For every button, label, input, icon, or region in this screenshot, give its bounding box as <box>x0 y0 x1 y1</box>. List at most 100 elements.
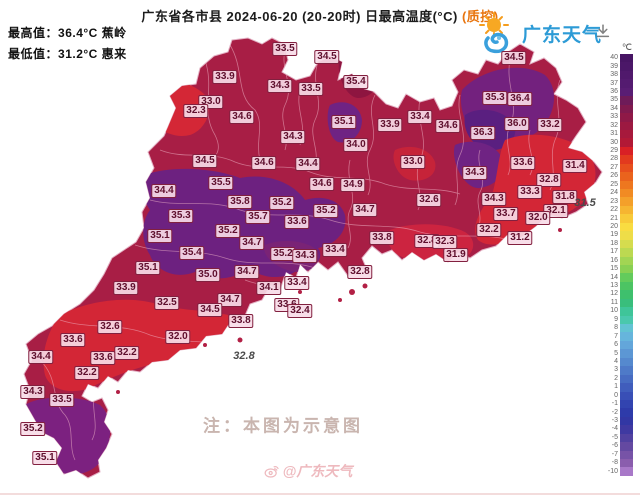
scale-tick: 24 <box>598 189 634 198</box>
temp-label: 36.3 <box>470 126 496 140</box>
temp-label: 33.9 <box>377 118 403 132</box>
scale-tick: 7 <box>598 332 634 341</box>
temp-label: 33.4 <box>322 243 348 257</box>
temp-label: 33.3 <box>517 185 543 199</box>
scale-tick: -1 <box>598 399 634 409</box>
islands <box>116 228 562 394</box>
scale-tick: 16 <box>598 256 634 265</box>
temp-label: 34.7 <box>239 236 265 250</box>
scale-tick: 4 <box>598 357 634 367</box>
temp-label: 34.4 <box>295 157 321 171</box>
temp-label: 34.7 <box>217 293 243 307</box>
temp-label: 34.3 <box>481 192 507 206</box>
temp-label: 32.6 <box>416 193 442 207</box>
scale-tick: 28 <box>598 155 634 164</box>
temp-label: 32.8 <box>347 265 373 279</box>
temp-label: 33.9 <box>113 281 139 295</box>
temp-label: 33.6 <box>510 156 536 170</box>
temp-label: 31.8 <box>552 190 578 204</box>
temp-label: 34.1 <box>256 281 282 295</box>
scale-tick: 14 <box>598 273 634 282</box>
temp-label: 33.2 <box>537 118 563 132</box>
temp-label: 35.1 <box>135 261 161 275</box>
temp-label: 32.0 <box>525 211 551 225</box>
temp-label: 35.7 <box>245 210 271 224</box>
temp-label: 31.9 <box>443 248 469 262</box>
temp-label: 36.4 <box>507 92 533 106</box>
temp-label: 34.9 <box>340 178 366 192</box>
sun-cloud-logo-icon <box>479 12 509 54</box>
scale-tick: 36 <box>598 87 634 97</box>
temp-annotation: 32.8 <box>233 350 255 362</box>
temp-label: 34.7 <box>234 265 260 279</box>
temp-label: 33.8 <box>228 314 254 328</box>
brand-logo: 广东天气 <box>478 12 602 54</box>
scale-tick: -8 <box>598 459 634 468</box>
scale-tick: 34 <box>598 104 634 114</box>
temp-label: 34.5 <box>314 50 340 64</box>
scale-tick: 37 <box>598 79 634 88</box>
temp-label: 33.7 <box>493 207 519 221</box>
download-icon[interactable] <box>596 24 610 38</box>
scale-tick: 11 <box>598 298 634 308</box>
temp-label: 32.3 <box>432 235 458 249</box>
scale-tick: 35 <box>598 96 634 105</box>
temp-label: 35.8 <box>227 195 253 209</box>
scale-tick: -10 <box>598 467 634 476</box>
min-value-stat: 最低值：31.2°C 惠来 <box>8 45 127 62</box>
temp-label: 35.2 <box>20 422 46 436</box>
scale-tick: 23 <box>598 197 634 206</box>
scale-tick: 33 <box>598 113 634 122</box>
scale-tick: 15 <box>598 264 634 274</box>
temp-label: 35.2 <box>313 204 339 218</box>
temp-label: 34.4 <box>151 184 177 198</box>
scale-tick: -5 <box>598 433 634 443</box>
temp-label: 32.5 <box>154 296 180 310</box>
scale-tick: 31 <box>598 129 634 139</box>
temp-label: 34.3 <box>292 249 318 263</box>
brand-name: 广东天气 <box>522 24 603 46</box>
temp-label: 34.3 <box>462 166 488 180</box>
temp-label: 34.6 <box>435 119 461 133</box>
temp-label: 32.2 <box>74 366 100 380</box>
temp-label: 31.2 <box>507 231 533 245</box>
scale-tick: -3 <box>598 416 634 426</box>
scale-tick: 18 <box>598 239 634 249</box>
temp-label: 32.8 <box>536 173 562 187</box>
scale-tick: 3 <box>598 366 634 375</box>
watermark-text: @广东天气 <box>282 463 353 479</box>
temp-label: 34.5 <box>192 154 218 168</box>
temp-label: 33.4 <box>407 110 433 124</box>
scale-tick: 0 <box>598 391 634 400</box>
scale-tick: 32 <box>598 121 634 130</box>
scale-tick: 29 <box>598 146 634 156</box>
scale-tick: 20 <box>598 222 634 232</box>
scale-tick: 38 <box>598 70 634 80</box>
temp-label: 34.6 <box>229 110 255 124</box>
scale-unit: ℃ <box>621 42 632 52</box>
temp-label: 33.5 <box>272 42 298 56</box>
temp-label: 31.4 <box>562 159 588 173</box>
max-value-label: 最高值： <box>8 26 59 40</box>
scale-tick: 30 <box>598 138 634 147</box>
scale-tick: 21 <box>598 214 634 223</box>
temp-label: 35.2 <box>215 224 241 238</box>
temp-label: 33.6 <box>284 215 310 229</box>
scale-tick: 19 <box>598 231 634 240</box>
temp-label: 33.5 <box>49 393 75 407</box>
temp-label: 34.7 <box>352 203 378 217</box>
scale-tick: 17 <box>598 248 634 257</box>
scale-tick: 27 <box>598 163 634 173</box>
temp-label: 35.1 <box>147 229 173 243</box>
temp-label: 35.4 <box>343 75 369 89</box>
weibo-icon <box>264 466 279 478</box>
max-value-stat: 最高值：36.4°C 蕉岭 <box>8 24 127 41</box>
temp-label: 34.3 <box>280 130 306 144</box>
temp-label: 32.2 <box>476 223 502 237</box>
title-main: 广东省各市县 2024-06-20 (20-20时) 日最高温度(°C) <box>141 9 462 24</box>
map-note: 注：本图为示意图 <box>203 416 363 436</box>
temp-label: 32.4 <box>287 304 313 318</box>
scale-tick: 10 <box>598 307 634 316</box>
scale-tick: -6 <box>598 442 634 451</box>
